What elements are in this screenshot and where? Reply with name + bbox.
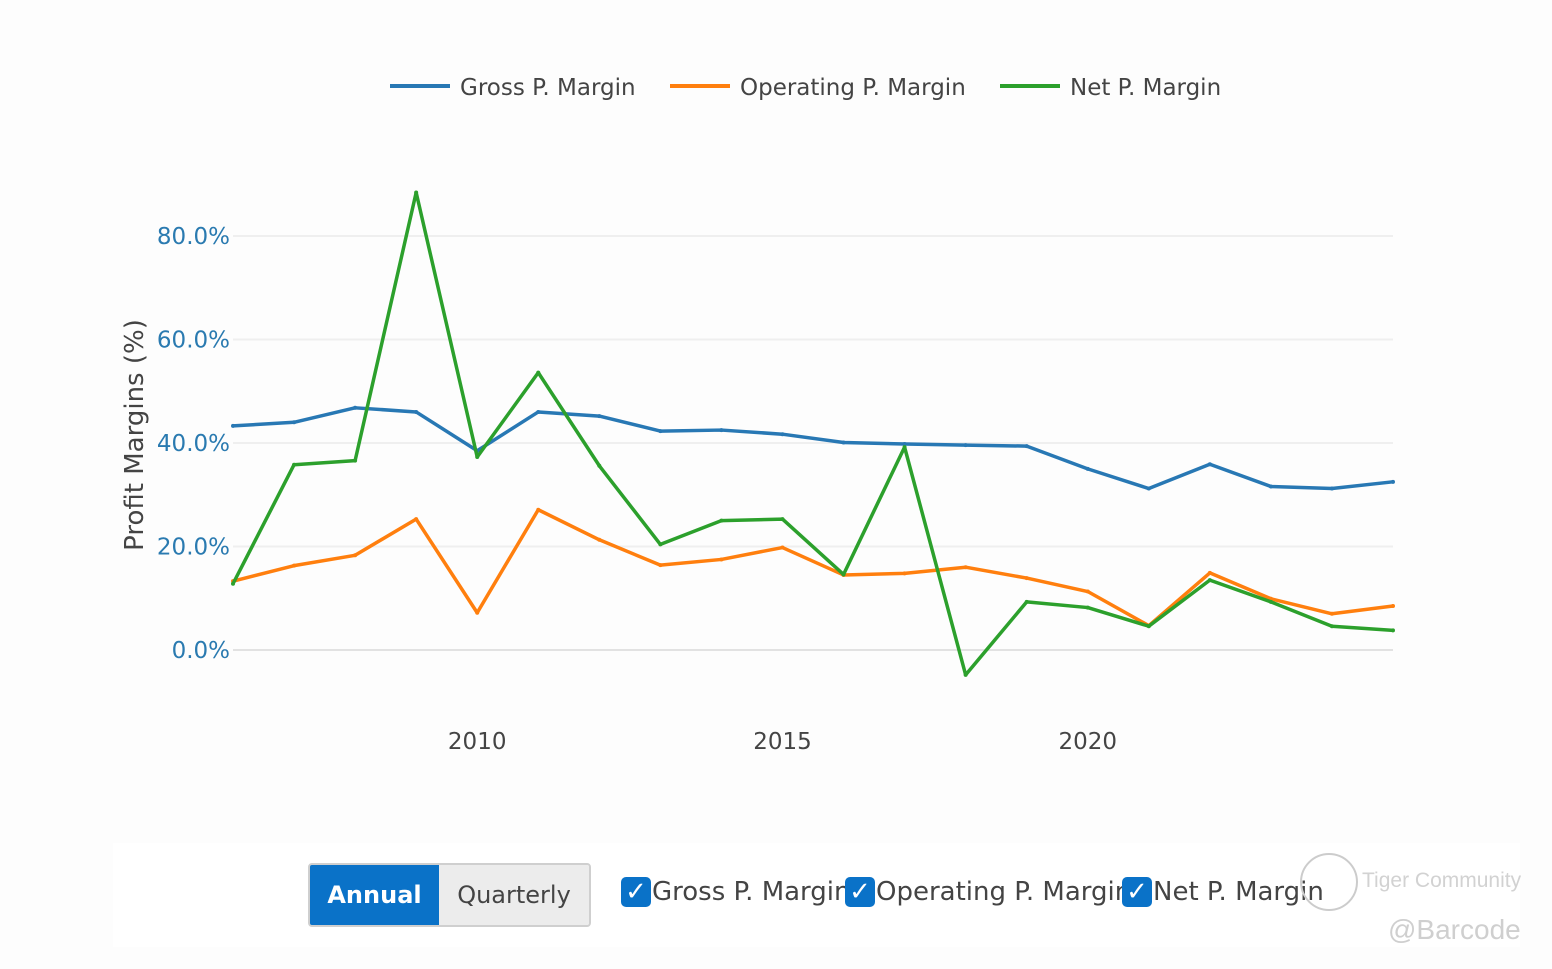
- data-point: [292, 462, 297, 467]
- data-point: [597, 463, 602, 468]
- data-point: [292, 420, 297, 425]
- data-point: [841, 572, 846, 577]
- legend[interactable]: Gross P. Margin Operating P. Margin Net P.…: [390, 75, 1221, 101]
- checkbox-checked-icon[interactable]: ✓: [621, 877, 651, 907]
- y-tick-label: 0.0%: [172, 638, 230, 664]
- data-point: [1329, 486, 1334, 491]
- data-point: [1329, 624, 1334, 629]
- data-point: [902, 442, 907, 447]
- checkbox-net[interactable]: ✓ Net P. Margin: [1122, 877, 1324, 907]
- data-point: [1391, 479, 1395, 484]
- data-point: [414, 517, 419, 522]
- data-point: [658, 563, 663, 568]
- checkbox-checked-icon[interactable]: ✓: [845, 877, 875, 907]
- data-point: [1024, 444, 1029, 449]
- data-point: [597, 537, 602, 542]
- legend-label: Operating P. Margin: [740, 75, 966, 101]
- data-point: [1146, 486, 1151, 491]
- data-point: [658, 542, 663, 547]
- data-point: [1268, 599, 1273, 604]
- y-axis-title: Profit Margins (%): [120, 319, 150, 551]
- data-point: [231, 423, 235, 428]
- data-point: [353, 405, 358, 410]
- data-point: [780, 517, 785, 522]
- annual-button[interactable]: Annual: [310, 865, 439, 925]
- series-lines: [231, 190, 1395, 677]
- data-point: [1085, 589, 1090, 594]
- data-point: [780, 432, 785, 437]
- data-point: [658, 429, 663, 434]
- data-point: [1329, 611, 1334, 616]
- checkbox-checked-icon[interactable]: ✓: [1122, 877, 1152, 907]
- tiger-logo-icon: [1300, 853, 1358, 911]
- watermark-brand: Tiger Community: [1362, 869, 1522, 892]
- data-point: [292, 563, 297, 568]
- profit-margin-chart: 0.0% 20.0% 40.0% 60.0% 80.0% 2010 2015 2020 Gr…: [120, 75, 1395, 755]
- data-point: [719, 557, 724, 562]
- series-line-2: [231, 190, 1394, 677]
- data-point: [1207, 462, 1212, 467]
- period-toggle[interactable]: Annual Quarterly: [308, 863, 591, 927]
- x-axis-ticks: 2010 2015 2020: [448, 729, 1117, 755]
- y-tick-label: 40.0%: [157, 431, 230, 457]
- data-point: [719, 428, 724, 433]
- legend-item[interactable]: Gross P. Margin: [390, 75, 636, 101]
- x-tick-label: 2010: [448, 729, 507, 755]
- checkbox-operating[interactable]: ✓ Operating P. Margin: [845, 877, 1131, 907]
- quarterly-button[interactable]: Quarterly: [439, 865, 589, 925]
- y-tick-label: 60.0%: [157, 328, 230, 354]
- data-point: [597, 414, 602, 419]
- checkbox-net-label: Net P. Margin: [1153, 877, 1324, 907]
- data-point: [536, 370, 541, 375]
- legend-label: Net P. Margin: [1070, 75, 1221, 101]
- data-point: [353, 553, 358, 558]
- series-line-1: [232, 508, 1394, 628]
- data-point: [1085, 466, 1090, 471]
- y-tick-label: 20.0%: [157, 535, 230, 561]
- data-point: [1085, 605, 1090, 610]
- data-point: [1207, 570, 1212, 575]
- data-point: [963, 443, 968, 448]
- data-point: [1146, 624, 1151, 629]
- data-point: [902, 571, 907, 576]
- grid-lines: [233, 235, 1393, 651]
- data-point: [719, 518, 724, 523]
- legend-item[interactable]: Net P. Margin: [1000, 75, 1221, 101]
- data-point: [1024, 576, 1029, 581]
- data-point: [414, 409, 419, 414]
- data-point: [1391, 628, 1395, 633]
- data-point: [902, 445, 907, 450]
- data-point: [414, 190, 419, 195]
- legend-label: Gross P. Margin: [460, 75, 636, 101]
- data-point: [780, 545, 785, 550]
- data-point: [841, 440, 846, 445]
- data-point: [1268, 484, 1273, 489]
- checkbox-gross-label: Gross P. Margin: [652, 877, 851, 907]
- data-point: [1207, 578, 1212, 583]
- checkbox-operating-label: Operating P. Margin: [876, 877, 1132, 907]
- data-point: [1391, 604, 1395, 609]
- data-point: [475, 454, 480, 459]
- data-point: [536, 409, 541, 414]
- watermark-handle: @Barcode: [1388, 914, 1521, 945]
- data-point: [475, 610, 480, 615]
- legend-item[interactable]: Operating P. Margin: [670, 75, 966, 101]
- x-tick-label: 2020: [1058, 729, 1117, 755]
- data-point: [353, 458, 358, 463]
- data-point: [231, 581, 235, 586]
- controls-bar: Annual Quarterly ✓ Gross P. Margin ✓ Ope…: [113, 843, 1520, 947]
- x-tick-label: 2015: [753, 729, 812, 755]
- data-point: [963, 565, 968, 570]
- data-point: [536, 507, 541, 512]
- data-point: [1024, 599, 1029, 604]
- y-tick-label: 80.0%: [157, 224, 230, 250]
- checkbox-gross[interactable]: ✓ Gross P. Margin: [621, 877, 851, 907]
- series-line-0: [232, 406, 1394, 491]
- data-point: [963, 672, 968, 677]
- y-axis-ticks: 0.0% 20.0% 40.0% 60.0% 80.0%: [157, 224, 230, 664]
